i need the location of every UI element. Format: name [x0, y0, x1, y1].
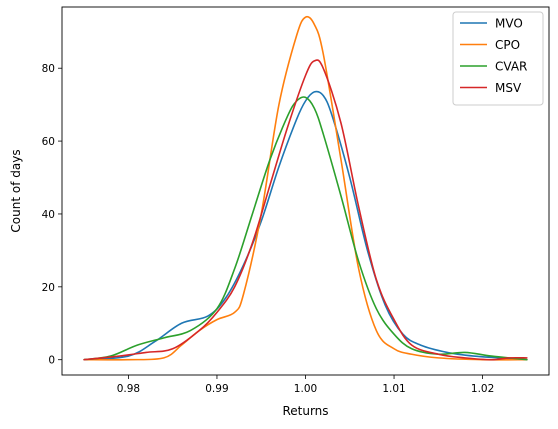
legend: MVO CPO CVAR MSV [452, 11, 544, 106]
x-tick-label: 1.00 [294, 383, 317, 395]
y-tick-label: 80 [42, 63, 55, 75]
y-tick-label: 60 [42, 136, 55, 148]
legend-label: CVAR [495, 60, 527, 74]
series-line-cvar [83, 96, 528, 361]
axes: 0.98 0.99 1.00 1.01 1.02 0 20 40 60 80 [42, 63, 495, 395]
x-axis-label: Returns [282, 404, 328, 418]
series-lines [83, 15, 528, 361]
legend-label: CPO [495, 38, 520, 52]
legend-label: MVO [495, 17, 523, 31]
plot-frame [61, 6, 550, 376]
legend-box [452, 11, 544, 106]
y-axis-label: Count of days [9, 149, 23, 232]
series-line-msv [83, 59, 528, 361]
x-tick-label: 1.01 [382, 383, 405, 395]
x-tick-label: 0.99 [205, 383, 228, 395]
series-line-mvo [83, 90, 528, 361]
axes-frame [61, 6, 550, 376]
y-tick-label: 20 [42, 282, 55, 294]
x-tick-label: 1.02 [471, 383, 494, 395]
y-tick-label: 0 [48, 355, 55, 367]
legend-label: MSV [495, 81, 522, 95]
y-tick-label: 40 [42, 209, 55, 221]
x-tick-label: 0.98 [117, 383, 140, 395]
